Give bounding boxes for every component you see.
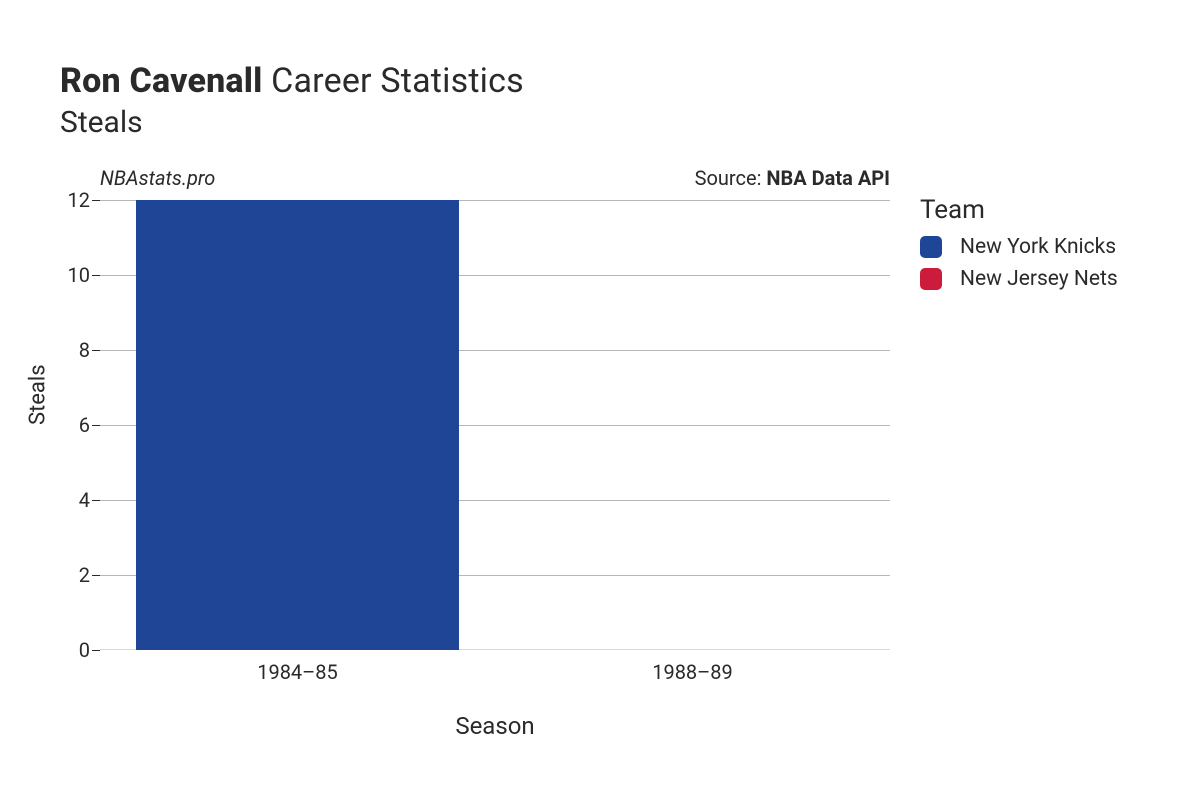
- chart-container: Ron Cavenall Career Statistics Steals NB…: [0, 0, 1200, 800]
- legend-title: Team: [920, 195, 1118, 225]
- source-name: NBA Data API: [766, 166, 890, 190]
- legend: Team New York Knicks New Jersey Nets: [920, 195, 1118, 299]
- x-tick-label: 1984–85: [257, 660, 338, 684]
- y-tick-mark: [92, 575, 100, 576]
- y-tick-label: 0: [50, 638, 90, 662]
- y-tick-label: 8: [50, 338, 90, 362]
- attribution-source: Source: NBA Data API: [695, 166, 890, 190]
- x-tick-label: 1988–89: [652, 660, 733, 684]
- y-tick-label: 12: [50, 188, 90, 212]
- y-tick-mark: [92, 350, 100, 351]
- y-tick-label: 4: [50, 488, 90, 512]
- legend-item: New Jersey Nets: [920, 267, 1118, 291]
- title-player: Ron Cavenall: [60, 61, 263, 101]
- chart-title: Ron Cavenall Career Statistics: [60, 60, 1160, 103]
- y-tick-mark: [92, 650, 100, 651]
- bar: [136, 200, 460, 650]
- source-label: Source:: [695, 166, 767, 190]
- title-rest: Career Statistics: [271, 61, 524, 101]
- x-axis-label: Season: [455, 712, 534, 740]
- y-tick-mark: [92, 200, 100, 201]
- y-tick-label: 10: [50, 263, 90, 287]
- y-tick-mark: [92, 425, 100, 426]
- y-tick-label: 6: [50, 413, 90, 437]
- legend-swatch: [920, 268, 942, 290]
- legend-item: New York Knicks: [920, 235, 1118, 259]
- attribution-site: NBAstats.pro: [100, 166, 215, 190]
- y-tick-label: 2: [50, 563, 90, 587]
- y-axis-label: Steals: [26, 364, 51, 425]
- chart-subtitle: Steals: [60, 105, 1160, 140]
- legend-label: New Jersey Nets: [960, 267, 1118, 291]
- legend-swatch: [920, 236, 942, 258]
- legend-label: New York Knicks: [960, 235, 1116, 259]
- y-tick-mark: [92, 500, 100, 501]
- plot-area: 0246810121984–851988–89: [100, 200, 890, 650]
- y-tick-mark: [92, 275, 100, 276]
